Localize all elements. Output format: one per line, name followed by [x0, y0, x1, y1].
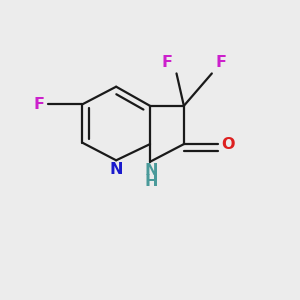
Text: F: F: [34, 97, 45, 112]
Text: N: N: [145, 163, 158, 178]
Text: F: F: [215, 55, 226, 70]
Text: N: N: [110, 162, 123, 177]
Text: H: H: [145, 174, 158, 189]
Text: F: F: [162, 55, 173, 70]
Text: O: O: [221, 136, 235, 152]
